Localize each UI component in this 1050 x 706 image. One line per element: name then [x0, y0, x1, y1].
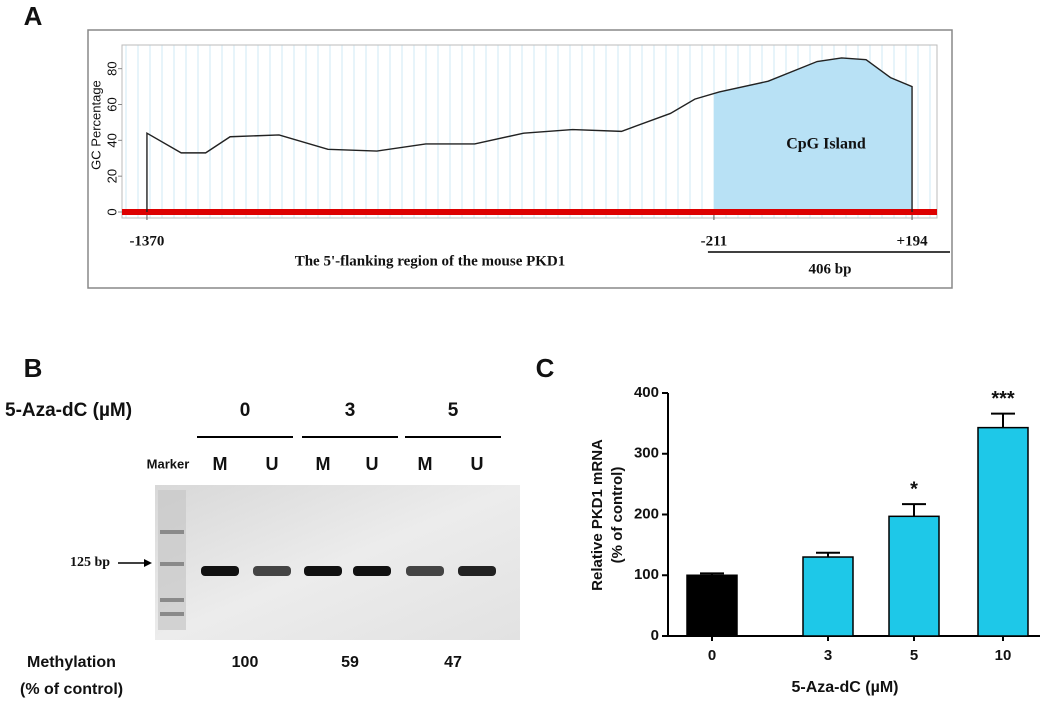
treatment-label: 5-Aza-dC (µM)	[5, 400, 132, 421]
panel-label: A	[24, 1, 43, 31]
x-tick-label: 0	[708, 647, 716, 664]
span-label: 406 bp	[809, 261, 852, 277]
gc-line	[146, 57, 913, 212]
gel-band	[304, 566, 342, 576]
bar	[802, 556, 854, 637]
marker-band	[160, 530, 184, 534]
bar	[686, 574, 738, 637]
y-tick-label: 400	[634, 384, 659, 401]
x-tick-label: -211	[701, 233, 728, 249]
x-tick-label: +194	[897, 233, 929, 249]
methylation-value: 47	[444, 654, 462, 671]
y-tick-label: 40	[104, 133, 119, 147]
lane-label: U	[471, 454, 484, 474]
y-tick-label: 300	[634, 445, 659, 462]
methylation-label: (% of control)	[20, 681, 123, 698]
lane-label: U	[366, 454, 379, 474]
x-tick-label: -1370	[129, 233, 164, 249]
y-axis-label: Relative PKD1 mRNA	[589, 439, 606, 591]
y-tick-label: 0	[104, 208, 119, 215]
x-axis-label: The 5'-flanking region of the mouse PKD1	[295, 253, 566, 269]
y-tick-label: 20	[104, 169, 119, 183]
methylation-label: Methylation	[27, 654, 116, 671]
dose-label: 3	[345, 400, 356, 421]
bar	[977, 426, 1029, 637]
highlight-region	[713, 57, 913, 212]
dose-label: 0	[240, 400, 251, 421]
methylation-value: 100	[232, 654, 259, 671]
y-tick-label: 200	[634, 505, 659, 522]
panel-label: C	[536, 353, 555, 383]
lane-label: M	[213, 454, 228, 474]
gel-band	[353, 566, 391, 576]
marker-smear	[158, 490, 186, 630]
x-tick-label: 10	[995, 647, 1012, 664]
gel-image	[155, 485, 520, 640]
gel-band	[406, 566, 444, 576]
x-axis-label: 5-Aza-dC (µM)	[792, 679, 899, 696]
lane-label: M	[316, 454, 331, 474]
size-marker: 125 bp	[70, 555, 110, 570]
y-axis-label: GC Percentage	[88, 80, 103, 170]
y-tick-label: 60	[104, 97, 119, 111]
gel-band	[201, 566, 239, 576]
gel-panel: 5-Aza-dC (µM) 0 100 3 59 5 47 Marker M U M U M U 125 b…	[5, 400, 520, 698]
y-tick-label: 80	[104, 61, 119, 75]
dose-label: 5	[448, 400, 459, 421]
methylation-value: 59	[341, 654, 359, 671]
marker-band	[160, 598, 184, 602]
gel-band	[253, 566, 291, 576]
y-tick-label: 0	[651, 627, 659, 644]
highlight-label: CpG Island	[786, 136, 866, 153]
marker-band	[160, 562, 184, 566]
x-tick-label: 3	[824, 647, 832, 664]
lane-label: U	[266, 454, 279, 474]
significance-label: *	[910, 478, 918, 500]
y-axis-label: (% of control)	[609, 467, 626, 564]
size-arrow-head	[144, 559, 152, 567]
gel-band	[458, 566, 496, 576]
x-tick-label: 5	[910, 647, 918, 664]
panel-label: B	[24, 353, 43, 383]
lane-label: Marker	[147, 456, 190, 471]
significance-label: ***	[991, 388, 1015, 410]
lane-label: M	[418, 454, 433, 474]
marker-band	[160, 612, 184, 616]
y-tick-label: 100	[634, 566, 659, 583]
bar	[888, 515, 940, 637]
